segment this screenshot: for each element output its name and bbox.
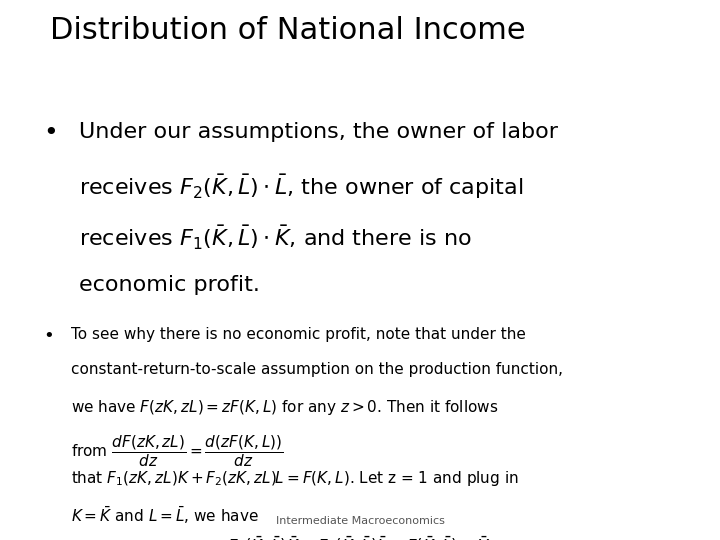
Text: receives $F_1(\bar{K}, \bar{L}) \cdot \bar{K}$, and there is no: receives $F_1(\bar{K}, \bar{L}) \cdot \b… [79,224,472,252]
Text: •: • [43,122,58,145]
Text: •: • [43,327,54,345]
Text: $K = \bar{K}$ and $L = \bar{L}$, we have: $K = \bar{K}$ and $L = \bar{L}$, we have [71,505,258,526]
Text: receives $F_2(\bar{K}, \bar{L}) \cdot \bar{L}$, the owner of capital: receives $F_2(\bar{K}, \bar{L}) \cdot \b… [79,173,523,201]
Text: Distribution of National Income: Distribution of National Income [50,16,526,45]
Text: economic profit.: economic profit. [79,275,260,295]
Text: we have $F(zK, zL) = zF(K, L)$ for any $z > 0$. Then it follows: we have $F(zK, zL) = zF(K, L)$ for any $… [71,398,498,417]
Text: constant-return-to-scale assumption on the production function,: constant-return-to-scale assumption on t… [71,362,562,377]
Text: $F_1(\bar{K}, \bar{L})\bar{K} + F_2(\bar{K}, \bar{L})\bar{L} = F(\bar{K}, \bar{L: $F_1(\bar{K}, \bar{L})\bar{K} + F_2(\bar… [227,535,493,540]
Text: To see why there is no economic profit, note that under the: To see why there is no economic profit, … [71,327,526,342]
Text: Intermediate Macroeconomics: Intermediate Macroeconomics [276,516,444,526]
Text: Under our assumptions, the owner of labor: Under our assumptions, the owner of labo… [79,122,558,141]
Text: that $F_1(zK, zL)K + F_2(zK, zL)L = F(K, L)$. Let z = 1 and plug in: that $F_1(zK, zL)K + F_2(zK, zL)L = F(K,… [71,469,518,488]
Text: from $\dfrac{dF(zK,zL)}{dz} = \dfrac{d(zF(K,L))}{dz}$: from $\dfrac{dF(zK,zL)}{dz} = \dfrac{d(z… [71,434,283,469]
